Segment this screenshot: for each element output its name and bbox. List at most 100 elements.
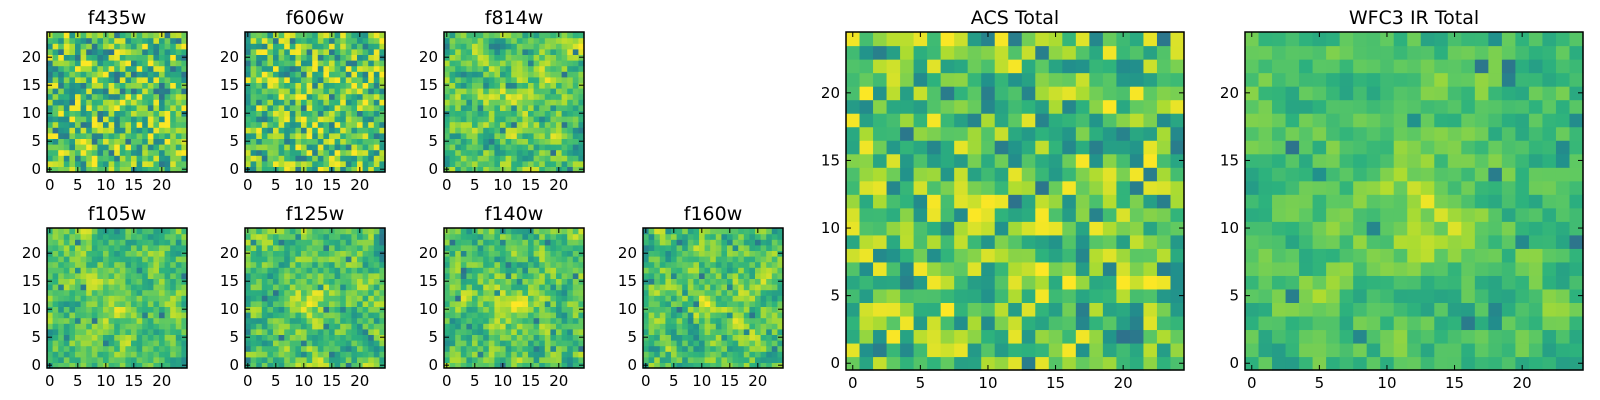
heatmap-cell [444,300,451,307]
heatmap-cell [97,99,104,106]
heatmap-cell [175,82,182,89]
heatmap-cell [738,300,745,307]
heatmap-cell [379,121,386,128]
heatmap-cell [164,93,171,100]
heatmap-cell [379,155,386,162]
heatmap-cell [329,116,336,123]
heatmap-cell [1116,302,1131,317]
heatmap-cell [1008,342,1023,358]
heatmap-cell [136,250,143,257]
heatmap-cell [715,345,722,352]
heatmap-cell [472,54,479,61]
heatmap-cell [567,132,574,139]
heatmap-cell [379,295,386,302]
heatmap-cell [108,306,115,313]
heatmap-cell [301,289,308,296]
heatmap-cell [250,43,257,50]
x-tick-label: 10 [692,372,711,390]
heatmap-cell [544,328,551,335]
heatmap-cell [682,256,689,263]
heatmap-cell [572,250,579,257]
heatmap-cell [340,37,347,44]
heatmap-cell [368,334,375,341]
heatmap-cell [63,144,70,151]
heatmap-cell [1035,167,1050,182]
heatmap-cell [368,356,375,363]
heatmap-cell [114,166,121,173]
heatmap-cell [1021,275,1036,290]
heatmap-cell [715,284,722,291]
heatmap-cell [334,340,341,347]
heatmap-cell [511,149,518,156]
heatmap-cell [256,88,263,95]
heatmap-cell [777,328,784,335]
heatmap-cell [69,239,76,246]
heatmap-cell [556,93,563,100]
heatmap-cell [460,110,467,117]
heatmap-cell [483,138,490,145]
heatmap-cell [743,295,750,302]
heatmap-cell [886,248,901,263]
heatmap-cell [738,261,745,268]
heatmap-cell [771,272,778,279]
heatmap-cell [301,239,308,246]
heatmap-cell [295,144,302,151]
heatmap-cell [131,300,138,307]
heatmap-cell [136,306,143,313]
heatmap-cell [578,328,585,335]
heatmap-cell [379,312,386,319]
heatmap-cell [460,32,467,39]
heatmap-cell [256,32,263,39]
heatmap-cell [1129,234,1145,249]
heatmap-cell [159,93,166,100]
heatmap-cell [379,345,386,352]
heatmap-cell [306,250,313,257]
heatmap-cell [306,272,313,279]
heatmap-cell [164,43,171,50]
heatmap-cell [1089,207,1104,222]
heatmap-cell [472,250,479,257]
heatmap-cell [142,88,149,95]
heatmap-cell [63,244,70,251]
heatmap-cell [379,228,386,235]
heatmap-cell [69,261,76,268]
heatmap-cell [727,239,734,246]
heatmap-cell [52,295,59,302]
heatmap-cell [153,99,160,106]
heatmap-cell [379,284,386,291]
heatmap-cell [125,138,132,145]
heatmap-cell [136,82,143,89]
heatmap-cell [261,278,268,285]
heatmap-cell [86,48,93,55]
heatmap-cell [245,272,252,279]
heatmap-cell [250,239,257,246]
heatmap-cell [301,93,308,100]
heatmap-cell [648,306,655,313]
heatmap-cell [749,356,756,363]
heatmap-cell [136,328,143,335]
heatmap-cell [351,233,358,240]
heatmap-cell [727,284,734,291]
heatmap-cell [373,340,380,347]
heatmap-cell [1170,315,1185,331]
heatmap-cell [362,228,369,235]
heatmap-cell [52,32,59,39]
heatmap-cell [69,323,76,330]
heatmap-cell [125,345,132,352]
heatmap-cell [175,32,182,39]
heatmap-cell [516,244,523,251]
heatmap-cell [267,289,274,296]
heatmap-cell [103,43,110,50]
heatmap-cell [528,261,535,268]
heatmap-cell [340,351,347,358]
heatmap-cell [516,43,523,50]
heatmap-cell [58,32,65,39]
heatmap-cell [368,65,375,72]
heatmap-cell [533,323,540,330]
heatmap-cell [136,138,143,145]
heatmap-cell [379,300,386,307]
heatmap-cell [659,340,666,347]
heatmap-cell [913,167,928,182]
heatmap-cell [659,328,666,335]
heatmap-cell [75,289,82,296]
